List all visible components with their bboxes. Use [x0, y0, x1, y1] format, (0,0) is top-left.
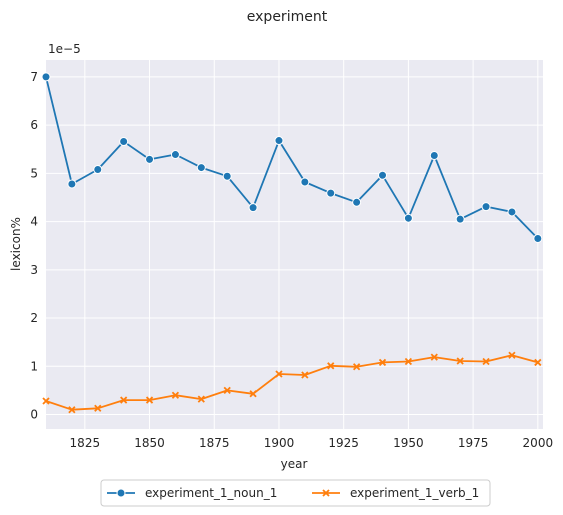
data-point [68, 406, 76, 414]
data-point [119, 137, 129, 147]
data-point [326, 188, 336, 198]
y-tick-label: 3 [30, 263, 38, 277]
y-offset-label: 1e−5 [48, 42, 81, 56]
legend-label-verb: experiment_1_verb_1 [350, 486, 479, 500]
x-tick-label: 1875 [199, 436, 230, 450]
data-point [533, 233, 543, 243]
data-point [249, 390, 257, 398]
data-point [275, 370, 283, 378]
x-axis-label: year [281, 457, 308, 471]
series-line [45, 76, 539, 240]
y-tick-label: 1 [30, 359, 38, 373]
data-point [404, 357, 413, 366]
data-point [378, 170, 388, 180]
data-point [481, 202, 491, 212]
data-point [197, 395, 205, 403]
y-axis-label: lexicon% [9, 217, 23, 271]
plot-area [46, 60, 543, 429]
x-tick-label: 1950 [393, 436, 424, 450]
data-point [41, 72, 51, 82]
data-point [378, 358, 387, 367]
x-tick-labels: 1825 1850 1875 1900 1925 1950 1975 2000 [70, 436, 554, 450]
data-point [507, 207, 517, 217]
legend-label-noun: experiment_1_noun_1 [145, 486, 277, 500]
y-tick-label: 4 [30, 215, 38, 229]
chart-title: experiment [247, 9, 328, 25]
data-point [456, 357, 464, 365]
x-tick-label: 1975 [458, 436, 489, 450]
data-point [430, 353, 438, 361]
data-point [223, 386, 231, 395]
data-point [482, 357, 490, 366]
data-point [170, 150, 180, 160]
data-point [274, 136, 284, 146]
data-point [222, 171, 232, 181]
y-tick-label: 7 [30, 70, 38, 84]
y-tick-label: 2 [30, 311, 38, 325]
data-point [301, 371, 309, 379]
data-point [145, 396, 154, 404]
data-point [248, 203, 258, 213]
legend-marker-noun [116, 488, 126, 498]
legend-item-verb: experiment_1_verb_1 [312, 486, 479, 500]
data-point [120, 396, 128, 404]
data-point [300, 177, 310, 187]
data-point [508, 351, 516, 359]
y-tick-label: 6 [30, 118, 38, 132]
data-point [67, 179, 77, 189]
legend-frame [100, 479, 491, 507]
data-point [455, 214, 465, 224]
data-point [196, 163, 206, 173]
data-point [429, 151, 439, 161]
x-tick-label: 1900 [264, 436, 295, 450]
data-point [534, 358, 542, 367]
data-point [145, 154, 155, 164]
legend-marker-verb [322, 489, 330, 497]
data-point [94, 404, 102, 412]
data-point [327, 362, 335, 370]
data-point [93, 164, 103, 174]
legend: experiment_1_noun_1 experiment_1_verb_1 [100, 479, 491, 507]
series-layer [41, 72, 543, 414]
series-line [45, 354, 539, 411]
legend-item-noun: experiment_1_noun_1 [107, 486, 277, 500]
data-point [352, 197, 362, 207]
y-tick-label: 5 [30, 166, 38, 180]
x-tick-label: 1825 [70, 436, 101, 450]
series-verb [42, 351, 542, 414]
x-tick-label: 1850 [134, 436, 165, 450]
data-point [42, 397, 50, 405]
series-noun [41, 72, 543, 243]
data-point [171, 391, 180, 399]
data-point [403, 213, 413, 223]
y-tick-labels: 0 1 2 3 4 5 6 7 [30, 70, 38, 422]
x-tick-label: 1925 [328, 436, 359, 450]
y-tick-label: 0 [30, 408, 38, 422]
data-point [352, 363, 361, 371]
x-tick-label: 2000 [523, 436, 554, 450]
